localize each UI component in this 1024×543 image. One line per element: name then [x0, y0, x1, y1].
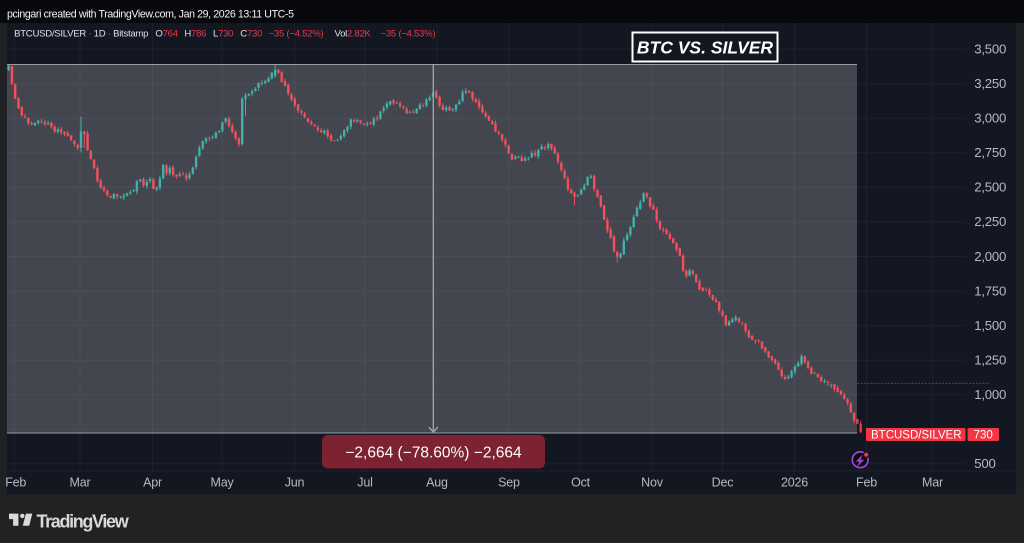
- svg-text:Sep: Sep: [498, 476, 520, 490]
- svg-text:2,000: 2,000: [974, 249, 1006, 264]
- svg-text:500: 500: [974, 456, 995, 471]
- svg-text:Feb: Feb: [856, 476, 877, 490]
- svg-text:Mar: Mar: [922, 476, 943, 490]
- svg-text:BTC VS. SILVER: BTC VS. SILVER: [637, 38, 773, 58]
- svg-text:Jun: Jun: [285, 476, 305, 490]
- svg-text:Oct: Oct: [571, 476, 591, 490]
- svg-text:730: 730: [974, 430, 993, 442]
- svg-text:BTCUSD/SILVER: BTCUSD/SILVER: [871, 430, 962, 442]
- svg-text:Apr: Apr: [143, 476, 162, 490]
- svg-text:Dec: Dec: [712, 476, 734, 490]
- svg-text:2,750: 2,750: [974, 145, 1006, 160]
- svg-text:Nov: Nov: [641, 476, 664, 490]
- svg-text:1,000: 1,000: [974, 387, 1006, 402]
- svg-text:3,250: 3,250: [974, 76, 1006, 91]
- svg-text:Aug: Aug: [426, 476, 448, 490]
- svg-text:1,500: 1,500: [974, 318, 1006, 333]
- svg-text:1,250: 1,250: [974, 353, 1006, 368]
- svg-text:Jul: Jul: [357, 476, 372, 490]
- svg-text:2026: 2026: [781, 476, 808, 490]
- svg-text:TradingView: TradingView: [37, 512, 130, 532]
- svg-text:Mar: Mar: [70, 476, 91, 490]
- svg-text:−2,664 (−78.60%) −2,664: −2,664 (−78.60%) −2,664: [345, 445, 522, 462]
- svg-text:2,250: 2,250: [974, 214, 1006, 229]
- svg-text:2,500: 2,500: [974, 180, 1006, 195]
- svg-text:May: May: [210, 476, 234, 490]
- svg-text:1,750: 1,750: [974, 283, 1006, 298]
- svg-text:3,000: 3,000: [974, 111, 1006, 126]
- svg-text:Feb: Feb: [5, 476, 26, 490]
- svg-text:3,500: 3,500: [974, 41, 1006, 56]
- svg-text:pcingari created with TradingV: pcingari created with TradingView.com, J…: [7, 9, 294, 21]
